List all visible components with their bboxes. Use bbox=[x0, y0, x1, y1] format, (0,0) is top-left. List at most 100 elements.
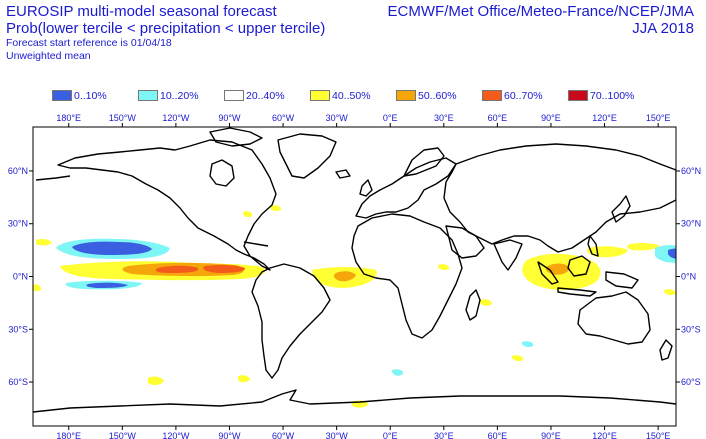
shade-40-50 bbox=[238, 375, 250, 383]
shade-40-50 bbox=[33, 284, 42, 292]
lon-label-bottom: 90°W bbox=[218, 431, 241, 439]
lat-label-right: 30°S bbox=[681, 324, 701, 334]
forecast-start-reference: Forecast start reference is 01/04/18 bbox=[6, 37, 172, 49]
shade-40-50 bbox=[480, 299, 492, 306]
lon-label-top: 120°W bbox=[162, 113, 190, 123]
legend-swatch bbox=[396, 90, 416, 101]
south-america-coast bbox=[251, 263, 331, 379]
lon-label-top: 90°E bbox=[541, 113, 561, 123]
philippines-coast bbox=[587, 235, 599, 257]
legend-label: 10..20% bbox=[160, 90, 199, 102]
centres-block: ECMWF/Met Office/Meteo-France/NCEP/JMA J… bbox=[388, 3, 694, 37]
lon-label-bottom: 150°E bbox=[646, 431, 671, 439]
uk-coast bbox=[359, 179, 373, 197]
lon-label-bottom: 60°W bbox=[272, 431, 295, 439]
lon-label-bottom: 60°E bbox=[488, 431, 508, 439]
legend-label: 0..10% bbox=[74, 90, 107, 102]
legend-label: 50..60% bbox=[418, 90, 457, 102]
shade-0-10 bbox=[72, 241, 152, 255]
lon-label-top: 120°E bbox=[592, 113, 617, 123]
north-america-coast bbox=[57, 139, 277, 271]
shade-40-50 bbox=[664, 289, 676, 296]
shade-0-10 bbox=[86, 282, 128, 288]
probability-subtitle: Prob(lower tercile < precipitation < upp… bbox=[6, 20, 326, 37]
legend-label: 40..50% bbox=[332, 90, 371, 102]
africa-coast bbox=[351, 213, 463, 339]
weighting-note: Unweighted mean bbox=[6, 50, 91, 62]
india-coast bbox=[493, 239, 523, 271]
lon-label-top: 30°W bbox=[326, 113, 349, 123]
europe-coast bbox=[355, 157, 457, 219]
lon-label-top: 60°E bbox=[488, 113, 508, 123]
contributing-centres: ECMWF/Met Office/Meteo-France/NCEP/JMA bbox=[387, 3, 694, 20]
arabia-coast bbox=[445, 225, 485, 259]
shade-40-50 bbox=[627, 242, 660, 251]
map-area bbox=[33, 127, 676, 426]
lon-label-top: 180°E bbox=[56, 113, 81, 123]
shade-40-50 bbox=[270, 205, 282, 212]
title-block: EUROSIP multi-model seasonal forecast Pr… bbox=[6, 3, 325, 63]
lon-label-bottom: 180°E bbox=[56, 431, 81, 439]
antarctica-coast bbox=[33, 389, 676, 413]
new-zealand-coast bbox=[659, 339, 673, 361]
iceland-coast bbox=[335, 169, 351, 179]
lat-label-left: 60°N bbox=[8, 166, 28, 176]
lat-label-left: 30°S bbox=[8, 324, 28, 334]
lon-label-bottom: 0°E bbox=[383, 431, 398, 439]
lon-label-top: 150°E bbox=[646, 113, 671, 123]
asia-coast bbox=[443, 143, 676, 253]
lat-label-left: 0°N bbox=[13, 272, 28, 282]
shade-10-20 bbox=[392, 369, 404, 376]
arctic-islands-coast bbox=[209, 127, 263, 147]
legend-swatch bbox=[52, 90, 72, 101]
sumatra-coast bbox=[537, 261, 559, 285]
scandinavia-coast bbox=[403, 147, 445, 177]
lon-label-top: 60°W bbox=[272, 113, 295, 123]
legend-label: 60..70% bbox=[504, 90, 543, 102]
lat-label-right: 60°S bbox=[681, 377, 701, 387]
lon-label-bottom: 120°E bbox=[592, 431, 617, 439]
shade-50-60 bbox=[333, 271, 356, 282]
borneo-coast bbox=[567, 255, 591, 277]
shade-60-70 bbox=[203, 264, 246, 273]
legend-swatch bbox=[310, 90, 330, 101]
lon-label-top: 150°W bbox=[109, 113, 137, 123]
legend-label: 20..40% bbox=[246, 90, 285, 102]
hudson-bay-coast bbox=[209, 159, 235, 187]
shade-60-70 bbox=[155, 265, 199, 273]
lat-label-right: 60°N bbox=[681, 166, 701, 176]
lon-label-bottom: 90°E bbox=[541, 431, 561, 439]
shade-10-20 bbox=[522, 341, 534, 348]
japan-coast bbox=[611, 195, 631, 223]
lon-label-top: 90°W bbox=[218, 113, 241, 123]
coastlines bbox=[33, 127, 676, 413]
lon-label-bottom: 120°W bbox=[162, 431, 190, 439]
shade-0-10 bbox=[668, 248, 676, 259]
lat-label-right: 0°N bbox=[681, 272, 696, 282]
lon-label-bottom: 30°E bbox=[434, 431, 454, 439]
probability-shading bbox=[33, 205, 676, 408]
shade-40-50 bbox=[512, 355, 524, 362]
lat-label-left: 60°S bbox=[8, 377, 28, 387]
lon-label-top: 30°E bbox=[434, 113, 454, 123]
forecast-title: EUROSIP multi-model seasonal forecast bbox=[6, 3, 277, 20]
caribbean-coast bbox=[243, 241, 269, 247]
shade-40-50 bbox=[438, 264, 450, 271]
legend-label: 70..100% bbox=[590, 90, 635, 102]
legend-swatch bbox=[568, 90, 588, 101]
season-label: JJA 2018 bbox=[632, 20, 694, 37]
lon-label-top: 0°E bbox=[383, 113, 398, 123]
lat-label-right: 30°N bbox=[681, 219, 701, 229]
australia-coast bbox=[577, 291, 651, 345]
shade-40-50 bbox=[36, 239, 52, 246]
lon-label-bottom: 30°W bbox=[326, 431, 349, 439]
lat-label-left: 30°N bbox=[8, 219, 28, 229]
greenland-coast bbox=[277, 133, 337, 179]
legend-swatch bbox=[482, 90, 502, 101]
legend-swatch bbox=[138, 90, 158, 101]
lon-label-bottom: 150°W bbox=[109, 431, 137, 439]
madagascar-coast bbox=[465, 289, 481, 321]
legend-swatch bbox=[224, 90, 244, 101]
java-coast bbox=[557, 287, 597, 297]
